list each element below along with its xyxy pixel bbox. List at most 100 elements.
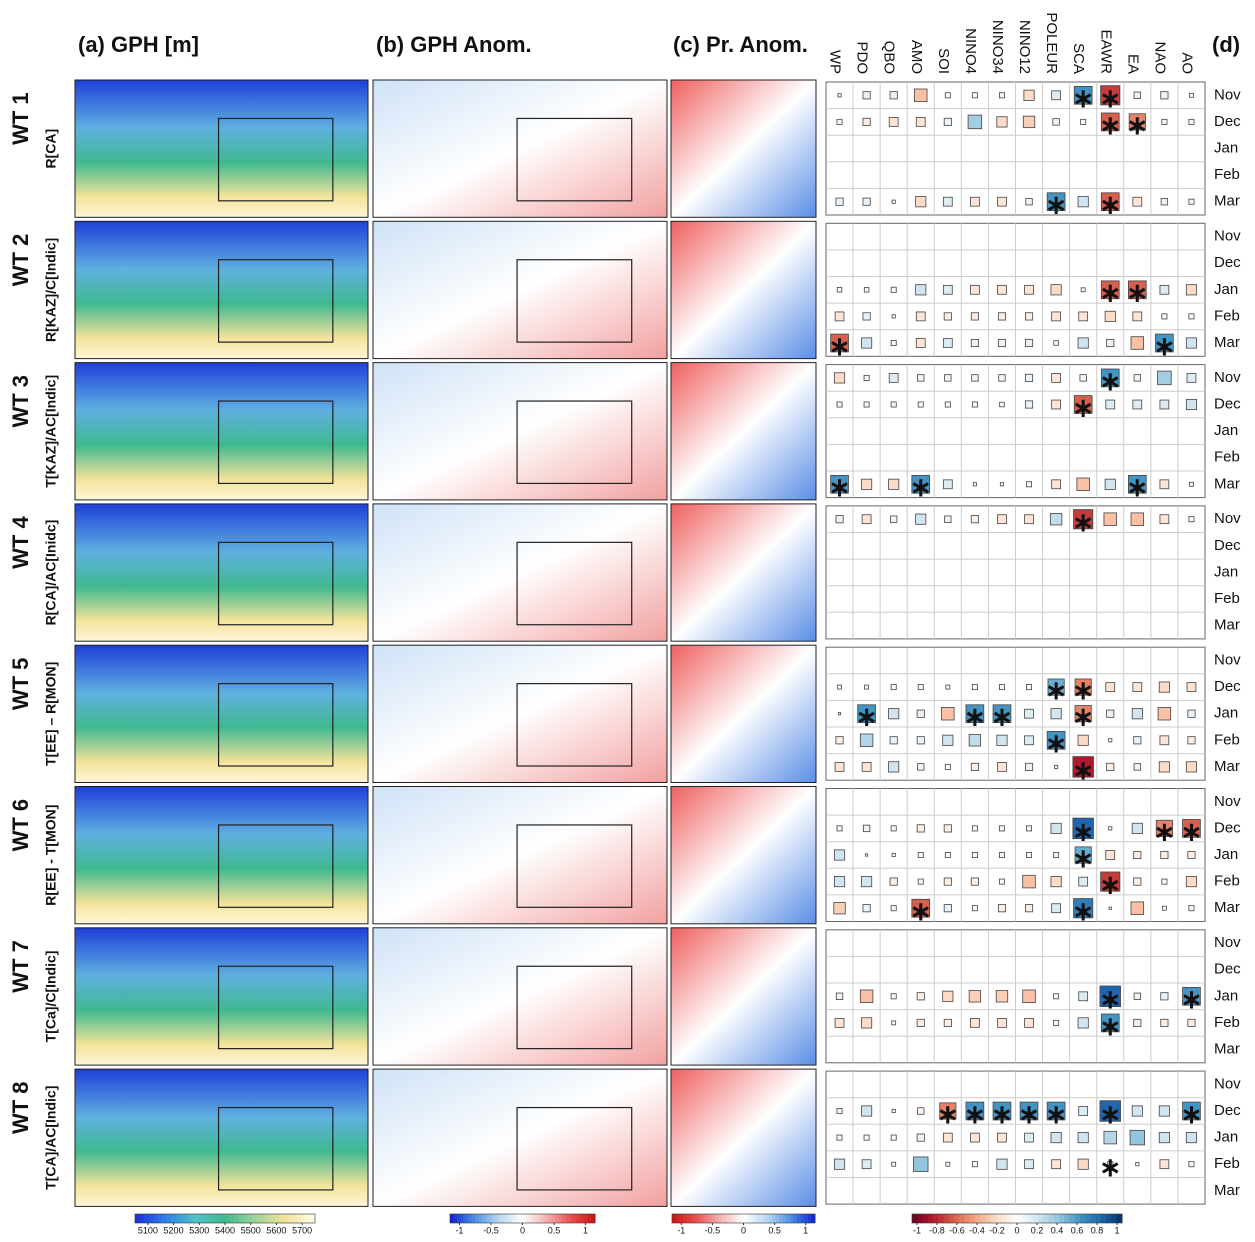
correlation-square: [1187, 683, 1196, 692]
correlation-square: [944, 878, 951, 885]
colorbar-swatch: [801, 1214, 805, 1223]
colorbar-swatch: [761, 1214, 765, 1223]
correlation-square: [1186, 876, 1196, 886]
correlation-square: [917, 1019, 924, 1026]
correlation-square: [1131, 902, 1144, 915]
colorbar-tick-label: 5200: [164, 1225, 184, 1235]
colorbar-swatch: [559, 1214, 563, 1223]
correlation-square: [1159, 1132, 1169, 1142]
correlation-square: [916, 197, 926, 207]
colorbar-swatch: [949, 1214, 955, 1223]
correlation-square: [1054, 765, 1057, 768]
correlation-square: [1026, 685, 1031, 690]
correlation-square: [1133, 683, 1142, 692]
correlation-square: [1133, 197, 1142, 206]
correlation-square: [998, 762, 1007, 771]
correlation-square: [996, 991, 1008, 1003]
colorbar-swatch: [683, 1214, 687, 1223]
wt-label: R[CA]/AC[Inidc]: [43, 520, 59, 626]
correlation-square: [998, 1133, 1007, 1142]
colorbar-swatch: [221, 1214, 226, 1223]
correlation-square: [1079, 992, 1088, 1001]
colorbar-swatch: [483, 1214, 487, 1223]
correlation-square: [1160, 515, 1169, 524]
colorbar-swatch: [965, 1214, 971, 1223]
correlation-square: [971, 313, 978, 320]
correlation-square: [997, 735, 1007, 745]
colorbar-swatch: [794, 1214, 798, 1223]
colorbar-swatch: [479, 1214, 483, 1223]
index-label: NINO34: [989, 20, 1006, 74]
colorbar-swatch: [512, 1214, 516, 1223]
correlation-square: [1160, 736, 1169, 745]
colorbar-swatch: [701, 1214, 705, 1223]
colorbar-swatch: [676, 1214, 680, 1223]
colorbar-swatch: [230, 1214, 235, 1223]
colorbar-tick-label: 0: [520, 1225, 525, 1235]
month-label: Jan: [1214, 422, 1238, 439]
colorbar-swatch: [744, 1214, 748, 1223]
significance-star: ∗: [1045, 190, 1067, 220]
correlation-square: [917, 1134, 924, 1141]
correlation-square: [889, 709, 899, 719]
colorbar-swatch: [1117, 1214, 1123, 1223]
month-label: Nov: [1214, 510, 1241, 527]
index-label: EA: [1124, 54, 1141, 74]
correlation-square: [1187, 373, 1196, 382]
correlation-square: [945, 402, 950, 407]
map-panel: [373, 645, 667, 782]
colorbar-swatch: [1001, 1214, 1007, 1223]
correlation-square: [943, 339, 952, 348]
colorbar-swatch: [252, 1214, 257, 1223]
correlation-square: [1159, 682, 1169, 692]
colorbar-swatch: [468, 1214, 472, 1223]
correlation-square: [1132, 1106, 1142, 1116]
significance-star: ∗: [1126, 278, 1148, 308]
correlation-square: [890, 516, 897, 523]
correlation-square: [916, 339, 925, 348]
month-label: Dec: [1214, 113, 1241, 130]
correlation-square: [1078, 735, 1088, 745]
colorbar-swatch: [1096, 1214, 1102, 1223]
month-label: Nov: [1214, 793, 1241, 810]
correlation-square: [890, 878, 897, 885]
colorbar-swatch: [693, 1214, 697, 1223]
colorbar-swatch: [686, 1214, 690, 1223]
correlation-square: [917, 710, 924, 717]
correlation-square: [917, 1108, 924, 1115]
colorbar-swatch: [257, 1214, 262, 1223]
correlation-square: [1189, 93, 1193, 97]
colorbar-swatch: [279, 1214, 284, 1223]
correlation-square: [865, 685, 869, 689]
significance-star: ∗: [1099, 83, 1121, 113]
correlation-square: [916, 285, 926, 295]
month-label: Feb: [1214, 873, 1240, 890]
month-label: Dec: [1214, 678, 1241, 695]
correlation-square: [913, 1157, 928, 1172]
map-panel: [373, 80, 667, 217]
index-label: NINO4: [962, 28, 979, 74]
month-label: Feb: [1214, 449, 1240, 466]
significance-star: ∗: [964, 1099, 986, 1129]
significance-star: ∗: [1181, 816, 1203, 846]
correlation-square: [1025, 905, 1032, 912]
correlation-square: [1052, 91, 1061, 100]
wt-label: R[KAZ]/C[Indic]: [43, 238, 59, 342]
correlation-square: [917, 375, 924, 382]
correlation-square: [891, 402, 896, 407]
correlation-square: [890, 92, 897, 99]
index-label: AO: [1178, 52, 1195, 74]
colorbar-swatch: [797, 1214, 801, 1223]
correlation-square: [837, 1135, 842, 1140]
correlation-square: [1054, 341, 1059, 346]
correlation-square: [1160, 1160, 1169, 1169]
correlation-square: [998, 313, 1005, 320]
correlation-square: [889, 117, 898, 126]
colorbar-swatch: [212, 1214, 217, 1223]
colorbar-swatch: [1049, 1214, 1055, 1223]
correlation-square: [1107, 339, 1114, 346]
correlation-square: [945, 93, 950, 98]
correlation-square: [834, 850, 844, 860]
wt-label: T[EE] – R[MON]: [43, 662, 59, 766]
correlation-square: [1077, 478, 1090, 491]
